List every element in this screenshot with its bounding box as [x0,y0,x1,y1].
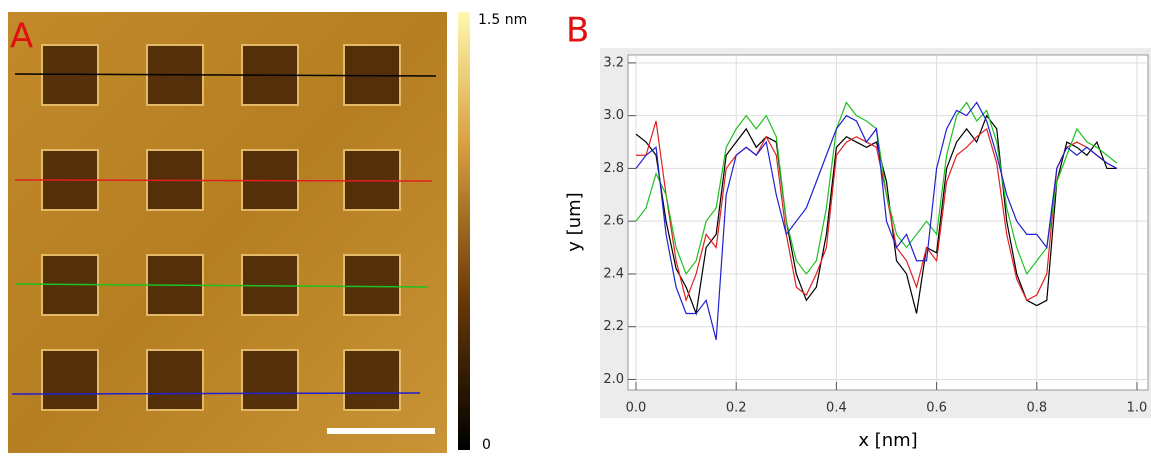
y-tick-label: 2.6 [603,214,624,229]
colorbar-max: 1.5 nm [478,12,527,28]
x-tick-label: 1.0 [1127,401,1148,416]
x-tick-label: 0.2 [726,401,747,416]
profile-line [11,392,421,395]
y-tick-label: 3.0 [603,108,624,123]
afm-square [343,254,401,316]
y-tick-label: 2.8 [603,161,624,176]
series-line [635,114,1117,316]
afm-square [241,349,299,411]
x-tick-label: 0.0 [626,401,647,416]
scale-bar [327,428,435,434]
x-tick-label: 0.8 [1026,401,1047,416]
series-line [635,101,1118,341]
x-tick-label: 0.6 [926,401,947,416]
y-tick-label: 3.2 [603,55,624,70]
y-axis-label: y [um] [564,192,585,251]
x-tick-label: 0.4 [826,401,847,416]
x-axis-label: x [nm] [858,430,917,451]
panel-label: B [566,11,589,51]
y-tick-label: 2.4 [603,266,624,281]
colorbar [458,12,470,450]
profile-line [14,73,437,77]
series-line [636,120,1118,303]
afm-square [146,349,204,411]
afm-square [343,349,401,411]
y-tick-label: 2.2 [603,319,624,334]
profile-line [14,283,429,288]
afm-square [343,149,401,211]
colorbar-min: 0 [482,437,491,453]
afm-square [41,349,99,411]
y-tick-label: 2.0 [603,372,624,387]
afm-image [8,12,447,453]
panel-label: A [10,17,33,57]
profile-line [14,179,433,182]
